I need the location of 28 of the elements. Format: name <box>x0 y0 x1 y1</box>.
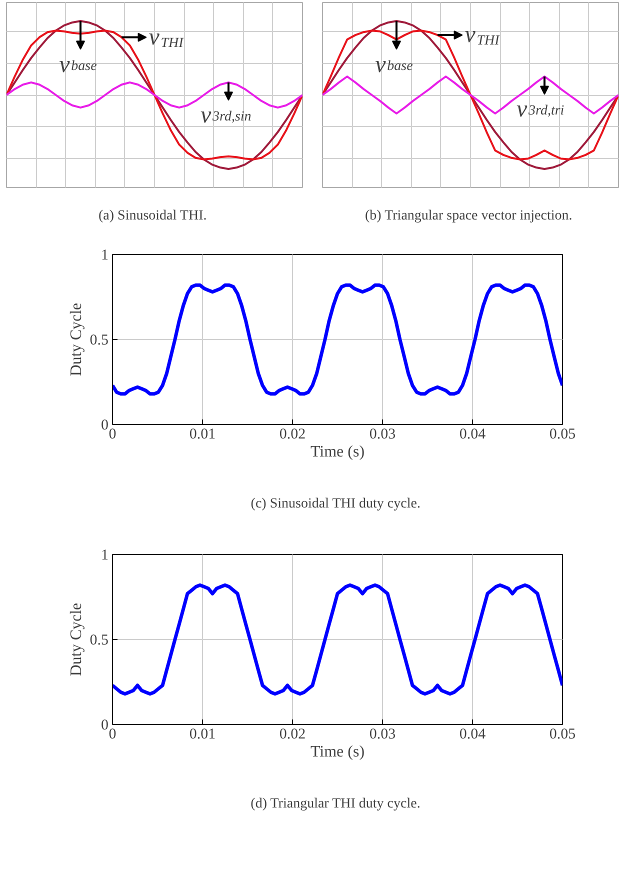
y-tick-label: 0.5 <box>90 632 108 648</box>
line-series <box>112 283 562 396</box>
x-tick-label: 0.03 <box>369 426 396 442</box>
x-tick-label: 0.03 <box>369 726 396 742</box>
x-tick-label: 0.04 <box>459 426 486 442</box>
x-tick-label: 0.02 <box>279 426 306 442</box>
x-tick-label: 0.04 <box>459 726 486 742</box>
y-axis-title: Duty Cycle <box>68 602 85 676</box>
y-axis-title: Duty Cycle <box>68 302 85 376</box>
text: (d) Triangular THI duty cycle. <box>250 796 420 812</box>
series-label: v3rd,tri <box>516 96 564 122</box>
x-axis-title: Time (s) <box>310 744 365 760</box>
x-tick-label: 0.05 <box>549 426 576 442</box>
x-tick-label: 0.01 <box>189 726 216 742</box>
series-label: v3rd,sin <box>200 102 252 128</box>
x-tick-label: 0.05 <box>549 726 576 742</box>
line-series <box>112 583 562 696</box>
y-tick-label: 0.5 <box>90 332 108 348</box>
x-tick-label: 0.02 <box>279 726 306 742</box>
y-tick-label: 1 <box>101 548 108 564</box>
x-tick-label: 0.01 <box>189 426 216 442</box>
text: (a) Sinusoidal THI. <box>98 208 207 224</box>
series-label: vbase <box>375 52 413 78</box>
text: (c) Sinusoidal THI duty cycle. <box>250 496 420 512</box>
x-axis-title: Time (s) <box>310 444 365 460</box>
text: (b) Triangular space vector injection. <box>365 208 572 224</box>
series-label: vbase <box>59 52 97 78</box>
y-tick-label: 1 <box>101 248 108 264</box>
